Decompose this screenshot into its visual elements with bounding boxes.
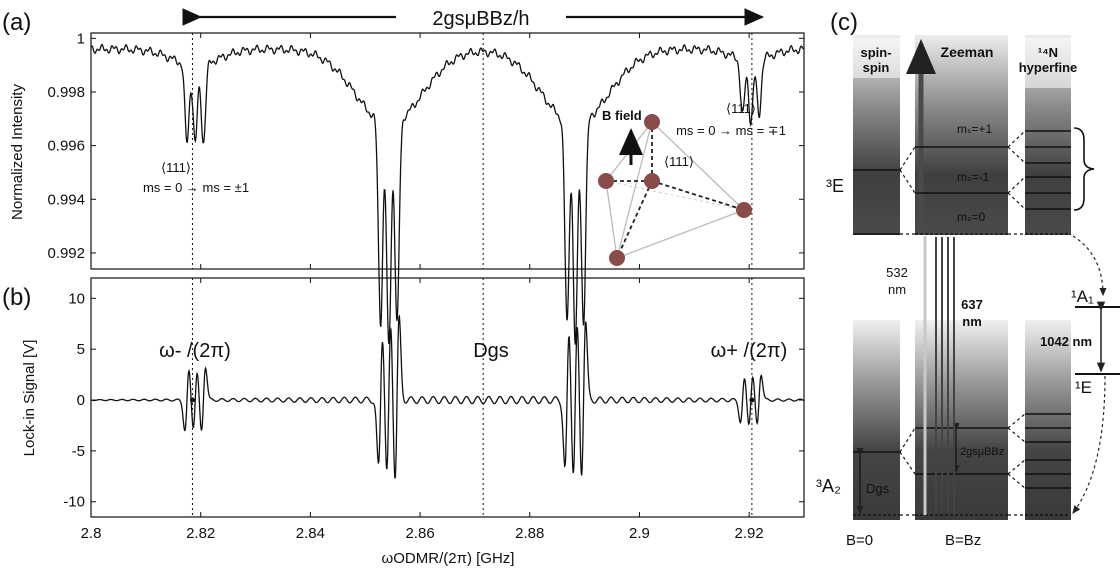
atom-top	[644, 114, 660, 130]
panel-b-xtick-label: 2.92	[735, 525, 764, 542]
inset-b-field-label: B field	[602, 108, 642, 123]
lvl-minus1: mₛ=-1	[957, 170, 989, 184]
panel-label-b: (b)	[2, 284, 31, 311]
atom-bottom	[609, 250, 625, 266]
panel-b-vlines	[189, 278, 755, 517]
nv-tetrahedron-inset: B field ⟨111⟩	[598, 108, 752, 266]
3e-connectors	[899, 130, 1026, 235]
energy-level-diagram: spin-spin Zeeman ¹⁴N hyperfine mₛ=+1 mₛ=-…	[816, 35, 1120, 549]
panel-b-ytick-label: -5	[72, 443, 85, 460]
label-532: 532 nm	[886, 265, 908, 297]
annot-left-dir: ⟨111⟩	[161, 160, 191, 175]
band-3a2-zeeman	[915, 320, 1008, 520]
label-1e: ¹E	[1075, 378, 1092, 397]
lvl-plus1: mₛ=+1	[957, 122, 992, 136]
panel-a-spectrum-line	[90, 43, 805, 345]
arrow-label-bg	[396, 6, 566, 30]
panel-a-y-ticks: 1 0.998 0.996 0.994 0.992	[47, 30, 804, 262]
panel-a-plot: 1 0.998 0.996 0.994 0.992 Normalized Intensi…	[9, 30, 805, 345]
3a2-hyperfine-levels	[1025, 413, 1071, 516]
panel-b-x-ticks: 2.8 2.82 2.84 2.86 2.88 2.9 2.92	[81, 33, 764, 542]
panel-b-xlabel: ωODMR/(2π) [GHz]	[382, 550, 515, 567]
dgs-label: Dgs	[473, 340, 509, 362]
annot-left-trans: ms = 0 → ms = ±1	[143, 180, 249, 195]
panel-a-ylabel: Normalized Intensity	[9, 84, 26, 220]
panel-b-ylabel: Lock-in Signal [V]	[21, 340, 38, 457]
isc-arrow-top	[1072, 235, 1107, 297]
panel-a-ytick-label: 0.994	[47, 191, 85, 208]
panel-b-y-ticks: 10 5 0 -5 -10	[63, 290, 804, 511]
panel-b-frame	[90, 277, 805, 518]
omega-plus-label: ω+ /(2π)	[711, 340, 788, 362]
panel-label-c: (c)	[830, 9, 858, 36]
optical-transitions	[923, 236, 955, 515]
col-spin-label: spin-spin	[860, 45, 891, 75]
label-637: 637 nm	[961, 297, 983, 329]
annot-right-dir: ⟨111⟩	[726, 101, 756, 116]
label-1a1: ¹A₁	[1071, 287, 1094, 306]
atom-right	[736, 202, 752, 218]
panel-b-plot: 10 5 0 -5 -10 2.8 2.82 2.84 2.86 2.88 2.9 2.92 Loc…	[21, 33, 805, 567]
panel-label-a: (a)	[2, 9, 31, 36]
panel-b-xtick-label: 2.88	[515, 525, 544, 542]
isc-arrow-bottom	[1072, 375, 1106, 514]
label-1042: 1042 nm	[1040, 334, 1092, 349]
panel-a-frame	[90, 32, 805, 270]
label-3e: ³E	[826, 176, 844, 196]
panel-a-ytick-label: 1	[77, 30, 85, 47]
label-b0: B=0	[846, 532, 873, 549]
panel-a-ytick-label: 0.992	[47, 245, 85, 262]
panel-b-ytick-label: 5	[77, 341, 85, 358]
panel-b-xtick-label: 2.84	[296, 525, 325, 542]
col-hyperfine-label: ¹⁴N hyperfine	[1019, 45, 1078, 75]
panel-a-ytick-label: 0.998	[47, 84, 85, 101]
zeeman-split-label: 2gsμBBz	[960, 446, 1004, 458]
lvl-zero: mₛ=0	[957, 210, 985, 224]
atom-center	[644, 173, 660, 189]
dgs-diagram-label: Dgs	[866, 481, 890, 496]
panel-b-ytick-label: -10	[63, 494, 85, 511]
hyperfine-brace	[1073, 127, 1095, 211]
panel-b-ytick-label: 10	[68, 290, 85, 307]
panel-b-xtick-label: 2.8	[81, 525, 102, 542]
panel-b-derivative-line	[90, 314, 805, 479]
band-3a2-hyperfine	[1025, 320, 1071, 520]
annot-right-trans: ms = 0 → ms = ∓1	[676, 123, 786, 138]
omega-minus-label: ω- /(2π)	[159, 340, 231, 362]
col-zeeman-label: Zeeman	[941, 44, 994, 60]
atom-left	[598, 173, 614, 189]
inset-dir-label: ⟨111⟩	[664, 154, 694, 169]
label-bz: B=Bz	[945, 532, 981, 549]
splitting-label: 2gsμBBz/h	[432, 8, 529, 30]
label-3a2: ³A₂	[816, 476, 841, 496]
panel-b-xtick-label: 2.82	[186, 525, 215, 542]
panel-a-vlines	[191, 33, 753, 269]
panel-b-xtick-label: 2.86	[405, 525, 434, 542]
panel-b-xtick-label: 2.9	[629, 525, 650, 542]
panel-b-ytick-label: 0	[77, 392, 85, 409]
3a2-connectors	[899, 413, 1026, 516]
3e-hyperfine-levels	[1025, 130, 1071, 235]
panel-a-ytick-label: 0.996	[47, 138, 85, 155]
